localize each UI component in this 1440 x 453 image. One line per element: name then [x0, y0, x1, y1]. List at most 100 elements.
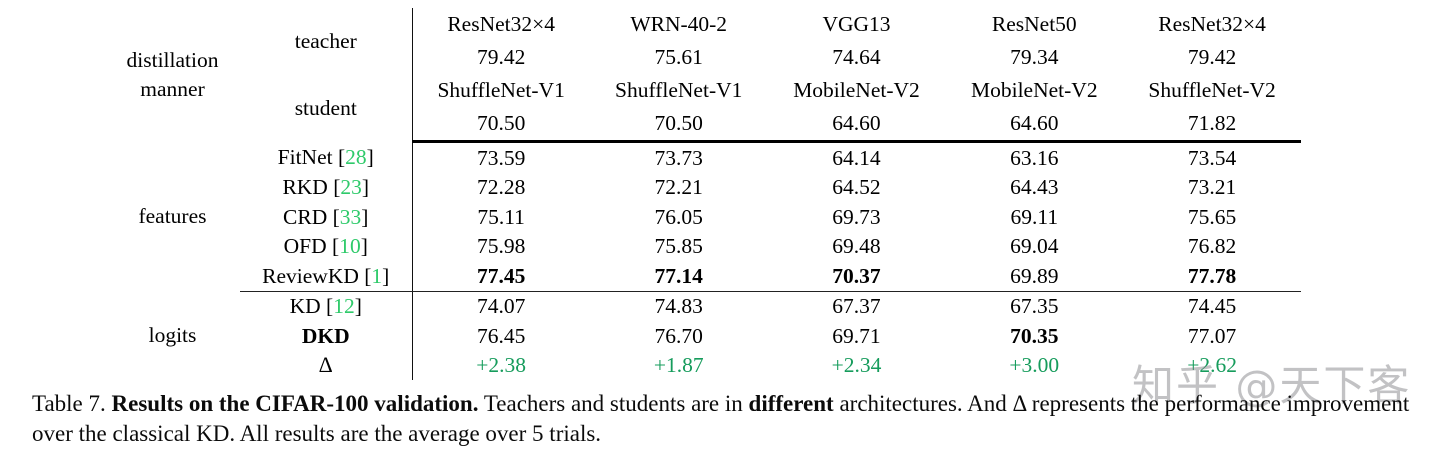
cell-value: 69.04 [1010, 234, 1059, 259]
teacher-name-col-1: ResNet32×4 [447, 12, 555, 37]
citation-ref: 12 [333, 294, 355, 319]
table-body: distillation manner teacher ResNet32×4 W… [105, 8, 1301, 380]
cell-value: 70.35 [1010, 323, 1059, 348]
header-row-student-name: student ShuffleNet-V1 ShuffleNet-V1 Mobi… [105, 74, 1301, 142]
caption-text-part1: Teachers and students are in [483, 391, 743, 416]
cell-value: 69.71 [832, 323, 881, 348]
cell-value: 72.28 [476, 175, 526, 200]
student-acc-col-2: 70.50 [589, 107, 768, 143]
table-row: logits KD [12] 74.07 74.83 67.37 67.35 7… [105, 291, 1301, 347]
student-name-col-1: ShuffleNet-V1 [437, 78, 565, 103]
cell-value: 72.21 [654, 175, 703, 200]
cell-value-delta: +1.87 [653, 353, 704, 378]
cell-value: 64.52 [832, 175, 881, 200]
method-cell: RKD [23] [240, 172, 413, 202]
cell-value-delta: +3.00 [1009, 353, 1060, 378]
table-row: Δ +2.38 +1.87 +2.34 +3.00 +2.62 [105, 350, 1301, 380]
cell-value: 64.14 [832, 145, 881, 170]
method-name: FitNet [277, 144, 333, 169]
citation-ref: 10 [339, 234, 361, 259]
method-cell-delta: Δ [240, 350, 413, 380]
caption-text-part2: architectures. And Δ represents the perf… [32, 391, 1410, 447]
citation-ref: 28 [345, 144, 367, 169]
cell-value: 76.82 [1187, 234, 1237, 259]
method-name: KD [289, 294, 321, 319]
student-name-col-4: MobileNet-V2 [970, 78, 1098, 103]
method-cell: KD [12] [240, 291, 413, 321]
table-row: features FitNet [28] 73.59 73.73 64.14 6… [105, 141, 1301, 228]
header-row-student-acc: 70.50 70.50 64.60 64.60 71.82 [105, 107, 1301, 143]
cell-value: 74.45 [1187, 294, 1237, 319]
cell-value: 75.85 [654, 234, 703, 259]
table-row: DKD 76.45 76.70 69.71 70.35 77.07 [105, 321, 1301, 351]
method-name: RKD [282, 175, 328, 200]
cell-value: 76.05 [654, 204, 703, 229]
table-row: CRD [33] 75.11 76.05 69.73 69.11 75.65 [105, 202, 1301, 232]
caption-label: Table 7. [32, 391, 106, 416]
method-cell: FitNet [28] [240, 141, 413, 173]
group-label-logits: logits [148, 323, 197, 348]
citation-ref: 33 [339, 204, 362, 229]
student-name-col-2: ShuffleNet-V1 [615, 78, 743, 103]
header-row-teacher-acc: 79.42 75.61 74.64 79.34 79.42 [105, 41, 1301, 74]
cell-value: 69.11 [1010, 204, 1059, 229]
table-row: OFD [10] 75.98 75.85 69.48 69.04 76.82 [105, 231, 1301, 261]
teacher-label-cell: teacher [240, 8, 413, 74]
student-label-cell: student [240, 74, 413, 142]
cell-value: 77.14 [589, 261, 768, 292]
manner-label-line2: manner [140, 76, 205, 101]
manner-label-line1: distillation [126, 47, 219, 72]
cell-value: 64.43 [1010, 175, 1059, 200]
table-row: RKD [23] 72.28 72.21 64.52 64.43 73.21 [105, 172, 1301, 202]
results-table-container: distillation manner teacher ResNet32×4 W… [105, 8, 1301, 380]
cell-value: 77.78 [1123, 261, 1301, 292]
cell-value: 74.83 [654, 294, 703, 319]
citation-ref: 23 [340, 175, 362, 200]
teacher-name-col-3: VGG13 [822, 12, 891, 37]
student-name-col-3: MobileNet-V2 [793, 78, 920, 103]
method-cell: OFD [10] [240, 231, 413, 261]
cell-value: 67.35 [1010, 294, 1059, 319]
cell-value: 63.16 [1010, 145, 1059, 170]
table-row: ReviewKD [1] 77.45 77.14 70.37 69.89 77.… [105, 261, 1301, 292]
cell-value-delta: +2.62 [1187, 353, 1237, 378]
results-table: distillation manner teacher ResNet32×4 W… [105, 8, 1301, 380]
cell-value: 76.45 [476, 323, 526, 348]
student-name-col-5: ShuffleNet-V2 [1148, 78, 1276, 103]
student-acc-col-3: 64.60 [767, 107, 946, 143]
teacher-acc-col-2: 75.61 [654, 45, 703, 70]
cell-value: 69.48 [832, 234, 881, 259]
cell-value-delta: +2.34 [831, 353, 882, 378]
cell-value: 73.59 [476, 145, 526, 170]
method-name: ReviewKD [262, 263, 359, 288]
student-acc-col-5: 71.82 [1123, 107, 1301, 143]
teacher-acc-col-4: 79.34 [1010, 45, 1059, 70]
teacher-name-col-2: WRN-40-2 [630, 12, 728, 37]
cell-value: 77.45 [412, 261, 590, 292]
header-row-teacher-name: distillation manner teacher ResNet32×4 W… [105, 8, 1301, 101]
cell-value: 70.37 [767, 261, 946, 292]
method-name: OFD [283, 234, 327, 259]
cell-value: 69.89 [945, 261, 1124, 292]
manner-header-cell: distillation manner [105, 8, 240, 142]
cell-value: 75.98 [476, 234, 526, 259]
caption-bold-word: different [748, 391, 834, 416]
teacher-acc-col-1: 79.42 [476, 45, 526, 70]
cell-value: 75.65 [1187, 204, 1237, 229]
citation-ref: 1 [371, 263, 383, 288]
student-acc-col-1: 70.50 [412, 107, 590, 143]
teacher-acc-col-3: 74.64 [832, 45, 881, 70]
cell-value: 75.11 [477, 204, 525, 229]
caption-bold-title: Results on the CIFAR-100 validation. [111, 391, 479, 416]
student-acc-col-4: 64.60 [945, 107, 1124, 143]
cell-value: 73.73 [654, 145, 703, 170]
cell-value: 77.07 [1187, 323, 1237, 348]
group-label-features: features [138, 204, 207, 229]
teacher-name-col-5: ResNet32×4 [1158, 12, 1266, 37]
cell-value: 74.07 [476, 294, 526, 319]
cell-value-delta: +2.38 [476, 353, 527, 378]
cell-value: 69.73 [832, 204, 881, 229]
method-name: CRD [283, 204, 328, 229]
method-cell: ReviewKD [1] [240, 261, 413, 292]
